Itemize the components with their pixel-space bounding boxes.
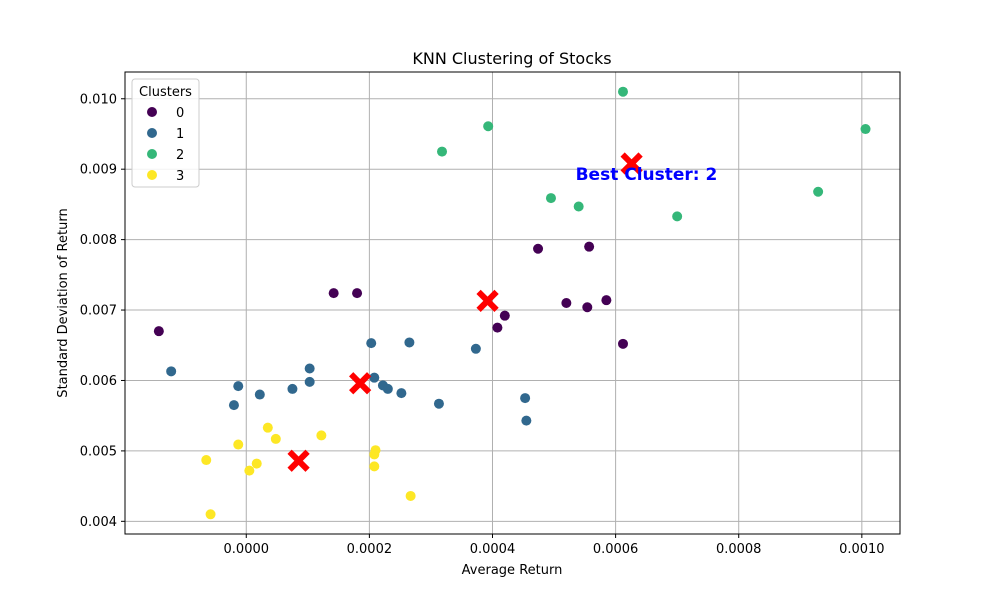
- data-point-cluster-1: [521, 415, 532, 426]
- data-point-cluster-2: [860, 124, 871, 135]
- data-point-cluster-1: [233, 381, 244, 392]
- y-tick-label: 0.004: [80, 515, 117, 530]
- data-point-cluster-0: [584, 241, 595, 252]
- data-point-cluster-2: [813, 186, 824, 197]
- data-point-cluster-0: [617, 338, 628, 349]
- data-point-cluster-1: [382, 383, 393, 394]
- data-point-cluster-0: [601, 295, 612, 306]
- grid-lines: [125, 72, 900, 534]
- legend: Clusters 0 1 2 3: [131, 78, 200, 188]
- x-tick-label: 0.0010: [839, 542, 885, 557]
- legend-marker: [147, 128, 157, 138]
- legend-marker: [147, 149, 157, 159]
- data-point-cluster-1: [433, 398, 444, 409]
- x-axis-label: Average Return: [462, 563, 563, 578]
- data-point-cluster-1: [369, 372, 380, 383]
- data-point-cluster-3: [369, 461, 380, 472]
- data-point-cluster-1: [287, 383, 298, 394]
- data-point-cluster-0: [153, 326, 164, 337]
- legend-label: 2: [176, 148, 184, 163]
- data-point-cluster-3: [270, 433, 281, 444]
- data-point-cluster-0: [533, 243, 544, 254]
- data-point-cluster-3: [316, 430, 327, 441]
- data-point-cluster-0: [328, 288, 339, 299]
- centroid-x-icon: [476, 289, 499, 313]
- data-point-cluster-0: [499, 310, 510, 321]
- data-point-cluster-3: [201, 455, 212, 466]
- y-axis-ticks: 0.004 0.005 0.006 0.007 0.008 0.009 0.010: [80, 92, 125, 530]
- x-tick-label: 0.0008: [716, 542, 762, 557]
- x-tick-label: 0.0006: [593, 542, 639, 557]
- x-axis-ticks: 0.0000 0.0002 0.0004 0.0006 0.0008 0.0010: [224, 534, 885, 557]
- legend-label: 1: [176, 127, 184, 142]
- data-point-cluster-3: [262, 422, 273, 433]
- legend-label: 0: [176, 106, 184, 121]
- data-point-cluster-0: [561, 298, 572, 308]
- best-cluster-annotation: Best Cluster: 2: [576, 165, 718, 185]
- data-point-cluster-3: [244, 465, 255, 476]
- x-tick-label: 0.0002: [347, 542, 393, 557]
- data-point-cluster-1: [396, 388, 407, 399]
- data-point-cluster-2: [617, 86, 628, 97]
- centroid-markers: [287, 152, 643, 472]
- y-tick-label: 0.009: [80, 163, 117, 178]
- y-tick-label: 0.010: [80, 92, 117, 107]
- legend-marker: [147, 170, 157, 180]
- chart-title: KNN Clustering of Stocks: [412, 49, 611, 68]
- centroid-x-icon: [287, 449, 310, 472]
- centroid-x-icon: [620, 152, 643, 175]
- y-tick-label: 0.008: [80, 233, 117, 248]
- legend-frame: [131, 78, 200, 188]
- plot-area-frame: [124, 71, 901, 535]
- y-tick-label: 0.005: [80, 444, 117, 459]
- y-tick-label: 0.007: [80, 304, 117, 319]
- data-point-cluster-1: [304, 363, 315, 374]
- data-point-cluster-0: [582, 302, 593, 313]
- data-point-cluster-1: [404, 337, 415, 348]
- data-point-cluster-1: [228, 400, 239, 411]
- legend-label: 3: [176, 169, 184, 184]
- x-tick-label: 0.0000: [224, 542, 270, 557]
- data-point-cluster-2: [545, 193, 556, 204]
- legend-title: Clusters: [139, 85, 192, 100]
- data-point-cluster-3: [205, 509, 216, 520]
- y-axis-label: Standard Deviation of Return: [56, 208, 71, 397]
- data-point-cluster-1: [470, 343, 481, 354]
- data-point-cluster-1: [254, 389, 265, 400]
- legend-marker: [147, 107, 157, 117]
- data-point-cluster-2: [437, 146, 448, 157]
- data-point-cluster-3: [251, 458, 262, 469]
- data-point-cluster-0: [492, 322, 503, 333]
- x-tick-label: 0.0004: [470, 542, 516, 557]
- data-points: [153, 86, 871, 520]
- data-point-cluster-2: [483, 121, 494, 132]
- data-point-cluster-1: [304, 376, 315, 387]
- data-point-cluster-3: [370, 445, 381, 456]
- y-tick-label: 0.006: [80, 374, 117, 389]
- data-point-cluster-3: [405, 490, 416, 501]
- data-point-cluster-1: [366, 338, 377, 349]
- data-point-cluster-1: [166, 366, 177, 377]
- centroid-x-icon: [349, 372, 372, 395]
- data-point-cluster-3: [233, 439, 244, 450]
- data-point-cluster-0: [352, 288, 363, 299]
- data-point-cluster-1: [520, 393, 531, 404]
- data-point-cluster-2: [672, 211, 683, 222]
- data-point-cluster-2: [573, 201, 584, 212]
